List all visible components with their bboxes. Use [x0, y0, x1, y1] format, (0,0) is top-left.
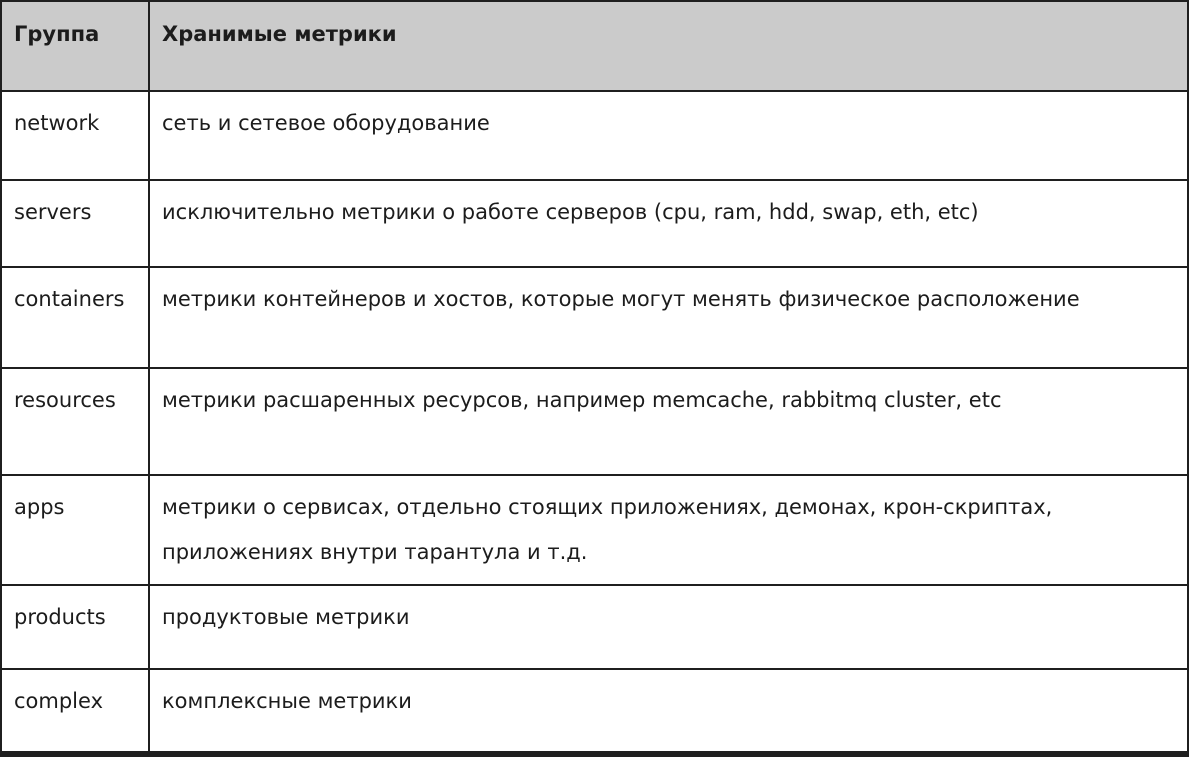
header-cell-metrics: Хранимые метрики: [148, 0, 1189, 92]
table-row: complex комплексные метрики: [0, 668, 1189, 755]
metrics-cell: сеть и сетевое оборудование: [148, 90, 1189, 181]
header-cell-group: Группа: [0, 0, 150, 92]
metrics-cell: комплексные метрики: [148, 668, 1189, 755]
table-row: resources метрики расшаренных ресурсов, …: [0, 367, 1189, 476]
table-row: servers исключительно метрики о работе с…: [0, 179, 1189, 268]
metrics-cell: исключительно метрики о работе серверов …: [148, 179, 1189, 268]
table-header: Группа Хранимые метрики: [0, 0, 1189, 92]
table-row: network сеть и сетевое оборудование: [0, 90, 1189, 181]
table-row: products продуктовые метрики: [0, 584, 1189, 670]
group-cell: apps: [0, 474, 150, 586]
table-body: network сеть и сетевое оборудование serv…: [0, 90, 1189, 755]
group-cell: complex: [0, 668, 150, 755]
group-cell: network: [0, 90, 150, 181]
header-row: Группа Хранимые метрики: [0, 0, 1189, 92]
table-row: apps метрики о сервисах, отдельно стоящи…: [0, 474, 1189, 586]
metrics-cell: метрики расшаренных ресурсов, например m…: [148, 367, 1189, 476]
metrics-cell: метрики контейнеров и хостов, которые мо…: [148, 266, 1189, 369]
metrics-cell: метрики о сервисах, отдельно стоящих при…: [148, 474, 1189, 586]
metrics-cell: продуктовые метрики: [148, 584, 1189, 670]
group-cell: resources: [0, 367, 150, 476]
group-cell: products: [0, 584, 150, 670]
group-cell: containers: [0, 266, 150, 369]
table-row: containers метрики контейнеров и хостов,…: [0, 266, 1189, 369]
group-cell: servers: [0, 179, 150, 268]
